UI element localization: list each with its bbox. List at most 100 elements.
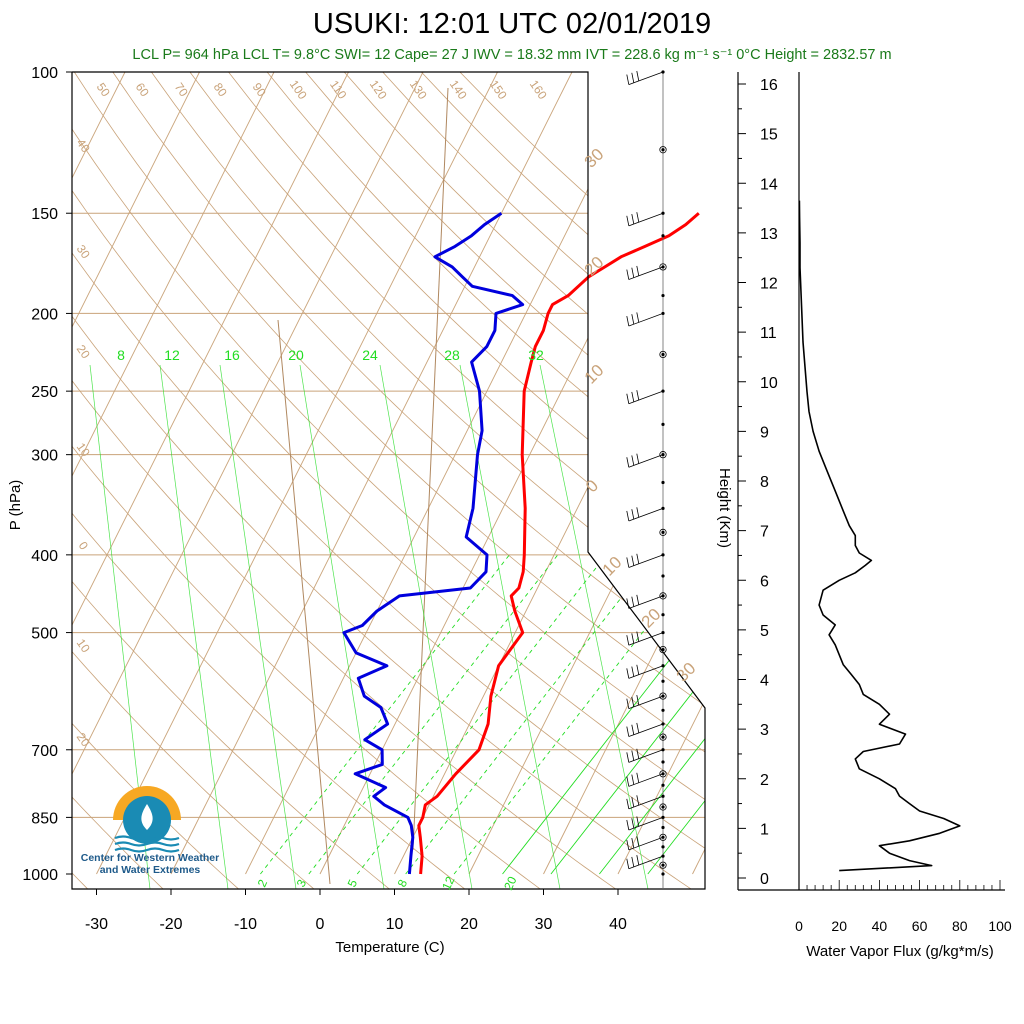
x-tick-label: -10: [234, 916, 257, 933]
mixing-ratio-line: [356, 554, 607, 875]
wind-barb-staff: [628, 454, 664, 468]
mixing-ratio-line: [550, 554, 705, 875]
wind-barb-feather: [626, 557, 630, 568]
wind-barb-staff: [628, 817, 664, 831]
wind-barb-feather: [631, 666, 635, 677]
dry-adiabat: [73, 72, 705, 889]
barb-station-dot: [661, 148, 665, 152]
dry-adiabat: [72, 72, 242, 889]
parcel-path-line-lower: [277, 319, 331, 885]
wind-barb-feather: [636, 748, 640, 759]
wind-barb-feather: [636, 836, 640, 847]
barb-station-dot: [661, 805, 665, 809]
wind-barb-feather: [626, 457, 630, 468]
barb-station-dot: [661, 825, 665, 830]
barb-station-dot: [661, 293, 665, 298]
wind-barb-feather: [626, 839, 630, 850]
mixing-ratio-label-bottom: 8: [395, 877, 411, 889]
height-tick-label: 15: [760, 127, 778, 144]
mixing-ratio-label-top: 32: [528, 347, 544, 363]
temperature-profile-line: [417, 212, 700, 875]
mixing-ratio-line: [405, 554, 656, 875]
dry-adiabat-label: 160: [527, 77, 550, 102]
dry-adiabat: [189, 72, 705, 889]
wind-barb-feather: [636, 70, 640, 82]
dry-adiabat-label: 130: [407, 77, 430, 102]
dry-adiabat: [151, 72, 705, 889]
mixing-ratio-guide: [299, 364, 385, 889]
barb-calm-circle: [659, 528, 667, 536]
mixing-ratio-label-top: 20: [288, 347, 304, 363]
wind-barb-feather: [626, 215, 630, 226]
barb-station-dot: [661, 234, 665, 238]
water-vapor-flux-line: [798, 200, 961, 872]
wind-barb-staff: [628, 266, 664, 280]
wind-barb-feather: [636, 312, 640, 323]
wind-barb-feather: [626, 74, 630, 85]
dry-adiabat-label: 150: [487, 77, 510, 102]
logo-wave-line: [114, 841, 180, 847]
wind-barb-feather: [626, 668, 630, 679]
wind-barb-feather: [636, 664, 640, 675]
wind-barb-feather: [631, 856, 635, 868]
height-tick-label: 5: [760, 623, 769, 640]
wind-barb-feather: [631, 509, 635, 520]
wind-barb-staff: [628, 390, 664, 405]
isotherm-line: [72, 72, 200, 875]
dry-adiabat-label: 100: [287, 77, 310, 102]
isotherm-label-left: 30: [74, 242, 93, 261]
barb-station-dot: [661, 845, 665, 849]
y-tick-label: 1000: [22, 867, 58, 884]
wind-barb-feather: [631, 750, 635, 761]
height-tick-label: 8: [760, 474, 769, 491]
mixing-ratio-guide: [379, 364, 473, 889]
wind-barb-feather: [626, 776, 630, 787]
isotherm-label-right: 20: [638, 605, 665, 632]
barb-station-dot: [661, 679, 665, 683]
wind-barb-feather: [626, 393, 630, 404]
barb-station-dot: [661, 352, 665, 357]
x-tick-label: 0: [316, 916, 325, 933]
parcel-path-line: [412, 87, 449, 851]
dry-adiabat-label: 120: [367, 77, 390, 102]
wind-barb-staff: [628, 507, 664, 522]
flux-tick-label: 100: [988, 918, 1012, 934]
dry-adiabat: [72, 72, 468, 889]
x-axis-label: Temperature (C): [335, 939, 444, 956]
wind-barb-feather: [631, 838, 635, 849]
isotherm-line: [617, 72, 705, 875]
mixing-ratio-line: [599, 554, 705, 875]
wind-barb-feather: [626, 726, 630, 737]
dry-adiabat: [343, 72, 705, 889]
height-tick-label: 7: [760, 524, 769, 541]
isotherm-label-right: 10: [581, 361, 608, 388]
flux-tick-label: 0: [795, 918, 803, 934]
wind-barb-feather: [636, 594, 640, 605]
isotherm-line: [170, 72, 573, 875]
wind-barb-staff: [628, 665, 664, 679]
barb-calm-circle: [659, 733, 667, 741]
mixing-ratio-label-top: 16: [224, 347, 240, 363]
barb-calm-circle: [659, 770, 667, 778]
wind-barb-staff: [628, 632, 664, 646]
wind-barb-staff: [628, 595, 664, 609]
barb-station-dot: [661, 422, 665, 426]
mixing-ratio-line: [308, 554, 559, 875]
barb-calm-circle: [659, 451, 667, 459]
isotherm-label-left: 10: [74, 440, 93, 459]
dry-adiabat: [72, 72, 393, 889]
wind-barb-feather: [631, 213, 635, 225]
wind-barb-staff: [628, 554, 664, 568]
logo-text-line2: and Water Extremes: [99, 864, 201, 876]
wind-barb-feather: [631, 555, 635, 566]
wind-barb-staff: [628, 212, 664, 227]
wind-barb-feather: [636, 855, 640, 866]
isotherm-line: [72, 72, 424, 875]
wind-barb-staff: [628, 773, 664, 787]
chart-subtitle: LCL P= 964 hPa LCL T= 9.8°C SWI= 12 Cape…: [132, 47, 892, 63]
mixing-ratio-label-top: 24: [362, 347, 378, 363]
wind-barb-feather: [626, 315, 630, 327]
barb-station-dot: [661, 735, 665, 739]
y-tick-label: 300: [31, 448, 58, 465]
